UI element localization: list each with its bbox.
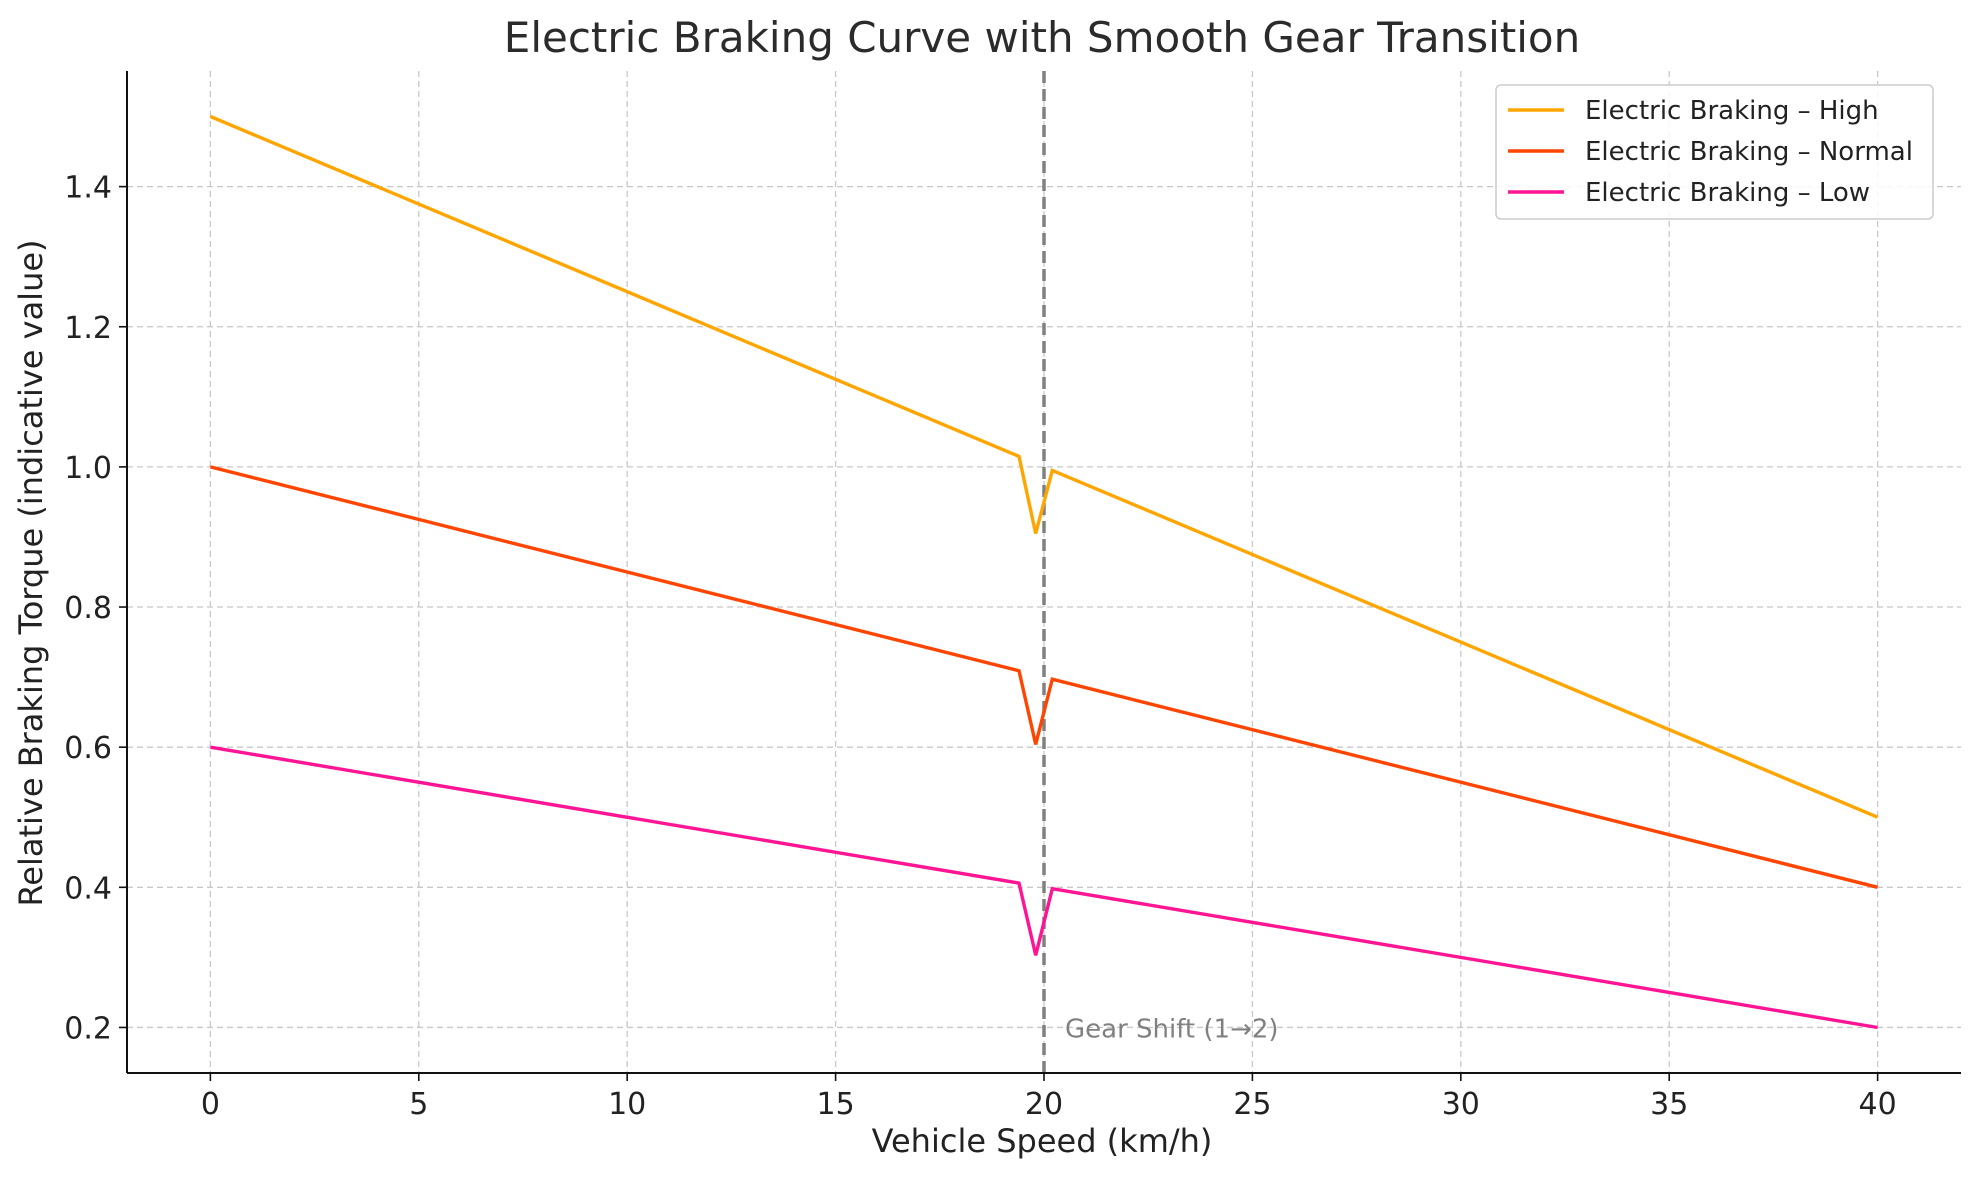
- x-axis-label: Vehicle Speed (km/h): [872, 1122, 1213, 1160]
- series-line-0: [209, 114, 1879, 819]
- x-tick-label: 15: [816, 1087, 854, 1122]
- y-tick-label: 0.8: [64, 591, 112, 626]
- y-tick-label: 0.2: [64, 1011, 112, 1046]
- y-tick-label: 1.4: [64, 171, 112, 206]
- x-tick-label: 10: [608, 1087, 646, 1122]
- series-line-1: [209, 465, 1879, 889]
- legend-frame: [1495, 84, 1934, 220]
- series-line-2: [210, 745, 1878, 1030]
- series-lines: [209, 114, 1879, 1030]
- legend-label-1: Electric Braking – Normal: [1585, 137, 1913, 167]
- x-tick-label: 35: [1650, 1087, 1688, 1122]
- legend-label-0: Electric Braking – High: [1585, 96, 1879, 126]
- y-axis-label: Relative Braking Torque (indicative valu…: [12, 239, 50, 906]
- gear-shift-marker: Gear Shift (1→2): [1042, 71, 1279, 1073]
- x-tick-label: 40: [1859, 1087, 1897, 1122]
- y-tick-label: 0.4: [64, 871, 112, 906]
- y-tick-label: 1.0: [64, 451, 112, 486]
- x-tick-label: 0: [201, 1087, 220, 1122]
- legend-label-2: Electric Braking – Low: [1585, 178, 1870, 208]
- y-tick-label: 1.2: [64, 311, 112, 346]
- tick-labels: 0 5 10 15 20 25 30 35 40 0.2 0.4 0.6 0.8 1.0 1.2 1.4: [64, 171, 1896, 1122]
- axes: [119, 71, 1961, 1081]
- x-tick-label: 30: [1442, 1087, 1480, 1122]
- x-tick-label: 25: [1233, 1087, 1271, 1122]
- legend: Electric Braking – High Electric Braking …: [1495, 84, 1934, 220]
- gear-shift-label: Gear Shift (1→2): [1065, 1014, 1279, 1044]
- x-tick-label: 20: [1025, 1087, 1063, 1122]
- chart-title: Electric Braking Curve with Smooth Gear …: [504, 13, 1580, 62]
- y-tick-label: 0.6: [64, 731, 112, 766]
- x-tick-label: 5: [409, 1087, 428, 1122]
